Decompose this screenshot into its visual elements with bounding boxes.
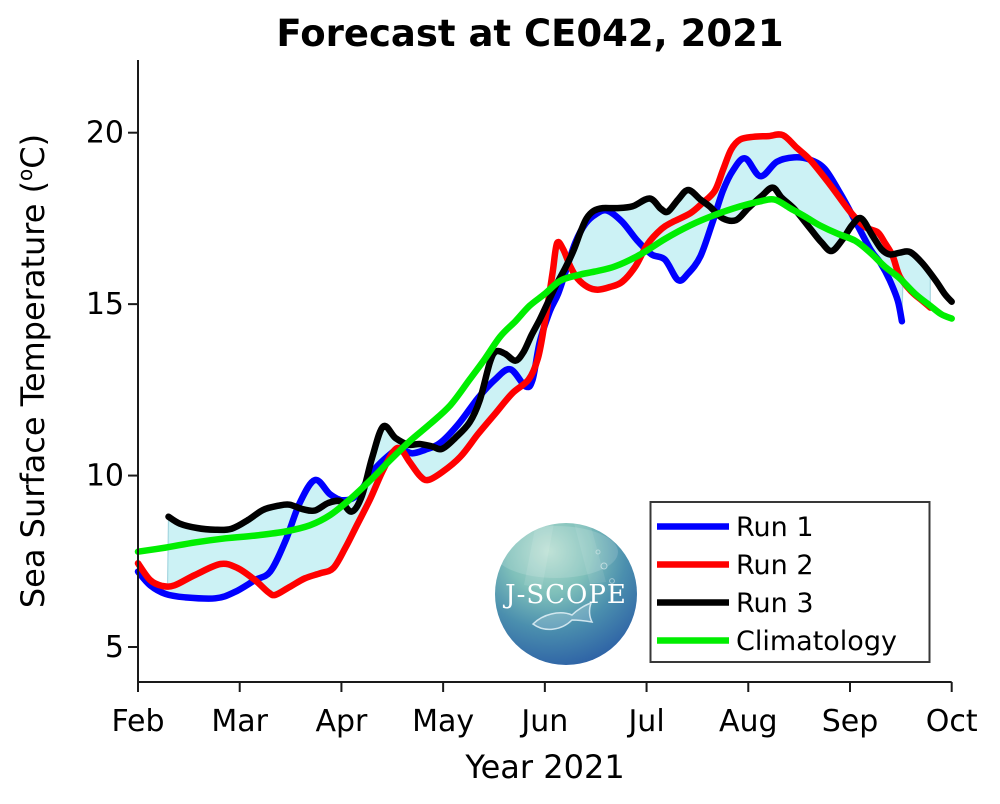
series-line-run-2	[134, 131, 934, 599]
jscope-logo-art	[495, 523, 618, 631]
y-tick-label-10: 10	[86, 459, 124, 494]
series-line-climatology	[134, 195, 955, 555]
logo-light-ray-icon	[574, 523, 606, 584]
tick-labels-layer: Feb Mar Apr May Jun Jul Aug Sep Oct 5 10 15 20	[86, 116, 978, 739]
axes-layer	[128, 60, 953, 692]
y-tick-label-15: 15	[86, 287, 124, 322]
bubble-icon	[600, 562, 608, 570]
x-tick-label-jul: Jul	[626, 704, 664, 739]
legend-label-climatology: Climatology	[736, 626, 897, 657]
legend-label-run-2: Run 2	[736, 550, 814, 581]
chart-title: Forecast at CE042, 2021	[276, 12, 783, 55]
legend: Run 1 Run 2 Run 3 Climatology	[649, 501, 931, 663]
x-tick-label-jun: Jun	[519, 704, 568, 739]
x-tick-label-sep: Sep	[822, 704, 879, 739]
x-tick-label-may: May	[412, 704, 474, 739]
jscope-logo-text: J-SCOPE	[502, 580, 627, 610]
x-tick-label-mar: Mar	[211, 704, 268, 739]
x-tick-label-oct: Oct	[926, 704, 978, 739]
jscope-logo-circle	[495, 523, 637, 665]
legend-label-run-3: Run 3	[736, 588, 814, 619]
x-tick-label-apr: Apr	[315, 704, 368, 739]
y-axis-label: Sea Surface Temperature (oC)	[13, 134, 52, 608]
bubble-icon	[595, 549, 601, 555]
y-tick-label-5: 5	[105, 630, 124, 665]
logo-light-ray-icon	[524, 523, 554, 588]
x-axis-label: Year 2021	[464, 748, 624, 786]
logo-light-band	[495, 526, 618, 578]
x-tick-label-aug: Aug	[719, 704, 778, 739]
x-tick-label-feb: Feb	[111, 704, 164, 739]
y-tick-label-20: 20	[86, 116, 124, 151]
fish-icon	[531, 601, 594, 631]
series-line-run-1	[134, 154, 906, 602]
series-line-run-3	[165, 184, 955, 534]
series-lines-layer	[134, 131, 955, 602]
bubble-icon	[609, 578, 615, 584]
legend-label-run-1: Run 1	[736, 512, 814, 543]
jscope-logo: J-SCOPE	[495, 523, 637, 665]
